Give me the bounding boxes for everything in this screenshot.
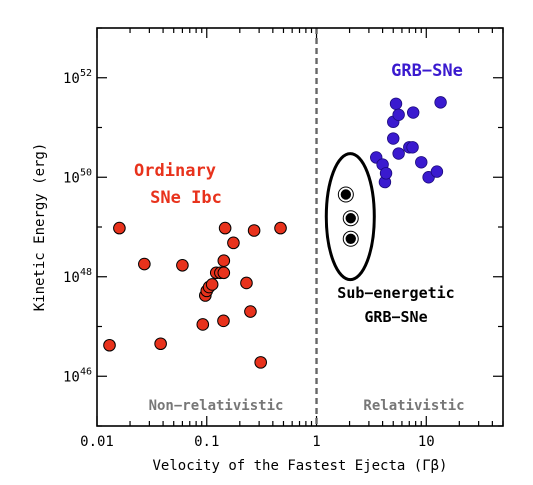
y-tick-label-base: 10 xyxy=(63,71,80,87)
relativistic-label: Relativistic xyxy=(363,398,464,414)
ordinary-sn-point xyxy=(227,236,240,250)
grb-sn-point xyxy=(434,96,447,109)
sub-energetic-label-line1: Sub−energetic xyxy=(337,284,454,302)
ordinary-sn-point xyxy=(247,224,261,237)
ordinary-sn-point xyxy=(217,314,230,328)
x-tick-label: 0.01 xyxy=(80,434,114,450)
x-axis-label: Velocity of the Fastest Ejecta (Γβ) xyxy=(152,458,447,474)
sub-energetic-point xyxy=(342,210,359,227)
grb-sn-point xyxy=(392,147,405,160)
y-tick-label-base: 10 xyxy=(63,170,80,186)
ordinary-sn-point xyxy=(138,257,151,271)
ordinary-sn-point xyxy=(154,337,167,351)
sub-energetic-point-core xyxy=(345,213,356,224)
ordinary-sn-point xyxy=(218,221,232,235)
ordinary-sn-point xyxy=(274,221,287,235)
sub-energetic-ellipse xyxy=(324,152,376,282)
grb-sn-point xyxy=(379,167,393,180)
sub-energetic-label-line2: GRB−SNe xyxy=(364,308,427,326)
grb-sne-label: GRB−SNe xyxy=(391,61,463,81)
data-points xyxy=(103,96,447,369)
y-tick-label-base: 10 xyxy=(63,270,80,286)
ordinary-sn-point xyxy=(113,221,126,235)
ordinary-sn-point xyxy=(240,276,253,290)
grb-sn-point xyxy=(415,156,428,169)
ordinary-sn-point xyxy=(103,338,116,352)
ordinary-sn-point xyxy=(244,305,257,318)
y-axis-label: Kinetic Energy (erg) xyxy=(32,143,48,312)
ordinary-sn-point xyxy=(217,254,231,268)
y-tick-label: 10 50 xyxy=(63,167,92,186)
grb-sn-point xyxy=(387,132,400,145)
ordinary-sn-point xyxy=(254,356,267,369)
ordinary-sn-point xyxy=(176,258,189,272)
ordinary-sn-point xyxy=(205,278,219,291)
non-relativistic-label: Non−relativistic xyxy=(149,398,284,414)
sub-energetic-point xyxy=(337,186,354,203)
sub-energetic-point-core xyxy=(345,233,356,244)
y-tick-label: 10 52 xyxy=(63,68,92,87)
x-tick-label: 10 xyxy=(418,434,435,450)
ordinary-sn-point xyxy=(196,318,210,331)
plot-frame xyxy=(96,27,504,427)
sub-energetic-point xyxy=(342,230,359,247)
y-tick-label-exp: 46 xyxy=(80,366,92,377)
ordinary-label-line2: SNe Ibc xyxy=(150,188,222,208)
y-tick-label-exp: 48 xyxy=(80,267,92,278)
y-tick-label-exp: 52 xyxy=(80,68,92,79)
y-tick-label-base: 10 xyxy=(63,369,80,385)
grb-sn-point xyxy=(430,165,444,178)
grb-sn-point xyxy=(406,141,419,154)
y-tick-label-exp: 50 xyxy=(80,167,92,178)
tick-marks xyxy=(96,27,504,427)
grb-sn-point xyxy=(406,106,420,119)
sub-energetic-point-core xyxy=(340,189,352,200)
ordinary-sn-point xyxy=(217,266,231,280)
x-tick-label: 1 xyxy=(312,434,320,450)
y-tick-label: 10 48 xyxy=(63,267,92,286)
grb-sn-point xyxy=(389,97,403,110)
ordinary-label-line1: Ordinary xyxy=(134,161,216,181)
grb-sn-point xyxy=(392,108,405,122)
x-tick-labels: 0.01 0.1 1 10 xyxy=(80,434,435,450)
y-tick-label: 10 46 xyxy=(63,366,92,385)
x-tick-label: 0.1 xyxy=(194,434,219,450)
